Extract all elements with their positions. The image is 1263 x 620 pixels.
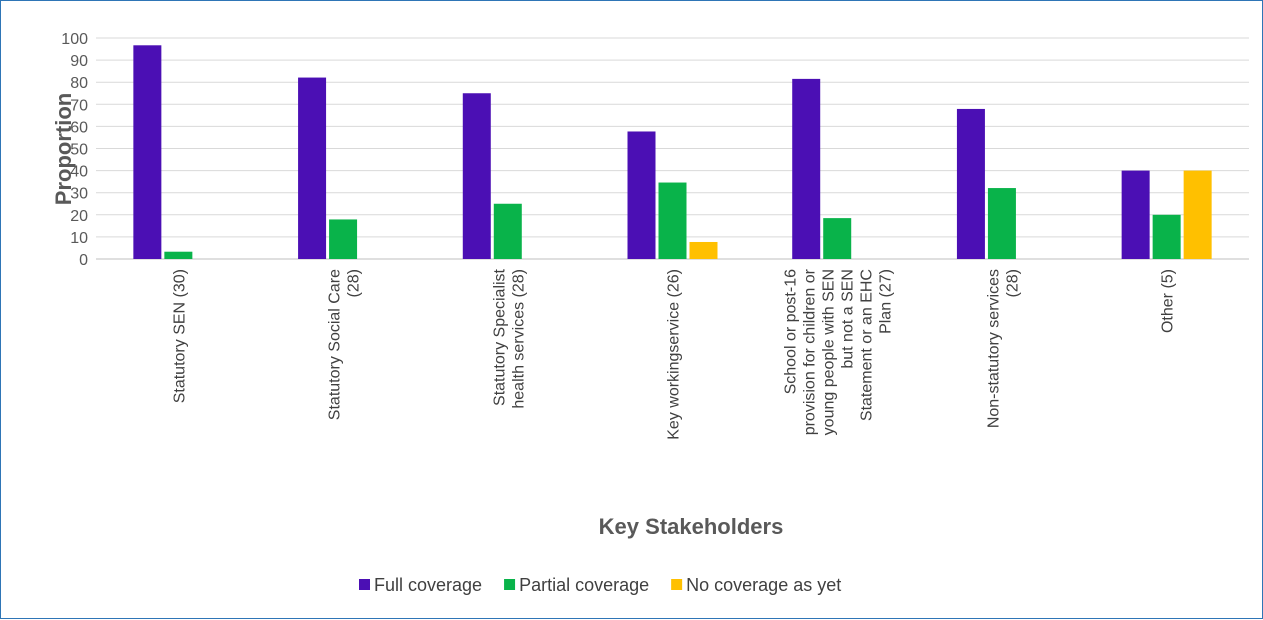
bar-full-coverage [133, 45, 162, 259]
x-category-label-line: Plan (27) [878, 269, 895, 334]
y-tick-label: 20 [70, 208, 88, 225]
x-category-label-line: Statement or an EHC [859, 269, 876, 421]
y-axis-title: Proportion [51, 93, 76, 205]
x-category-label-line: Statutory Specialist [491, 268, 508, 406]
x-category-label-line: health services (28) [510, 269, 527, 409]
bar-full-coverage [1121, 170, 1150, 259]
bar-full-coverage [792, 78, 821, 259]
x-axis-title: Key Stakeholders [599, 514, 784, 539]
bar-partial-coverage [493, 203, 522, 259]
legend: Full coverage Partial coverage No coverage… [359, 575, 841, 595]
bar-full-coverage [956, 108, 985, 259]
bar-full-coverage [462, 93, 491, 259]
bars [133, 45, 1212, 260]
bar-partial-coverage [987, 188, 1016, 259]
x-category-label-line: Statutory Social Care [327, 269, 344, 420]
x-category-label: Statutory Specialist health services (28) [491, 268, 527, 408]
x-category-label-line: (28) [346, 269, 363, 297]
legend-item: Partial coverage [504, 575, 649, 595]
bar-full-coverage [627, 131, 656, 259]
legend-label: Full coverage [374, 575, 482, 595]
x-category-label-line: Key workingservice (26) [666, 269, 683, 440]
y-tick-label: 90 [70, 53, 88, 70]
x-category-label: School or post-16 provision for children … [783, 268, 895, 435]
x-category-label-line: but not a SEN [840, 269, 857, 369]
x-category-label: Statutory Social Care (28) [327, 269, 363, 420]
x-category-label-line: Statutory SEN (30) [171, 269, 188, 403]
x-category-label-line: (28) [1004, 269, 1021, 297]
x-category-label: Key workingservice (26) [666, 269, 683, 440]
y-tick-label: 100 [61, 31, 88, 48]
y-tick-label: 50 [70, 142, 88, 159]
y-tick-label: 40 [70, 164, 88, 181]
legend-item: Full coverage [359, 575, 482, 595]
x-category-label-line: School or post-16 [783, 269, 800, 395]
legend-label: Partial coverage [519, 575, 649, 595]
bar-partial-coverage [329, 219, 358, 259]
gridlines [96, 37, 1249, 260]
legend-swatch [504, 579, 516, 590]
y-tick-label: 10 [70, 230, 88, 247]
x-category-label: Non-statutory services (28) [985, 269, 1021, 428]
bar-partial-coverage [823, 218, 852, 259]
y-tick-label: 60 [70, 119, 88, 136]
legend-swatch [359, 579, 370, 590]
bar-no-coverage-as-yet [1183, 170, 1212, 259]
x-category-labels: Statutory SEN (30) Statutory Social Care(… [171, 268, 1176, 439]
y-tick-labels: 0 10 20 30 40 50 60 70 80 90 100 [61, 31, 88, 269]
x-category-label: Other (5) [1160, 269, 1177, 333]
legend-item: No coverage as yet [671, 575, 841, 595]
x-category-label-line: provision for children or [802, 268, 819, 435]
x-category-label-line: Other (5) [1160, 269, 1177, 333]
bar-partial-coverage [164, 251, 193, 259]
bar-partial-coverage [1152, 214, 1181, 259]
legend-label: No coverage as yet [686, 575, 841, 595]
y-tick-label: 30 [70, 186, 88, 203]
y-tick-label: 80 [70, 75, 88, 92]
x-category-label-line: Non-statutory services [985, 269, 1002, 428]
bar-full-coverage [298, 77, 327, 260]
bar-partial-coverage [658, 182, 687, 259]
legend-swatch [671, 579, 683, 590]
y-tick-label: 0 [79, 252, 88, 269]
y-tick-label: 70 [70, 97, 88, 114]
x-category-label: Statutory SEN (30) [171, 269, 188, 403]
x-category-label-line: young people with SEN [821, 269, 838, 435]
bar-no-coverage-as-yet [689, 241, 718, 259]
